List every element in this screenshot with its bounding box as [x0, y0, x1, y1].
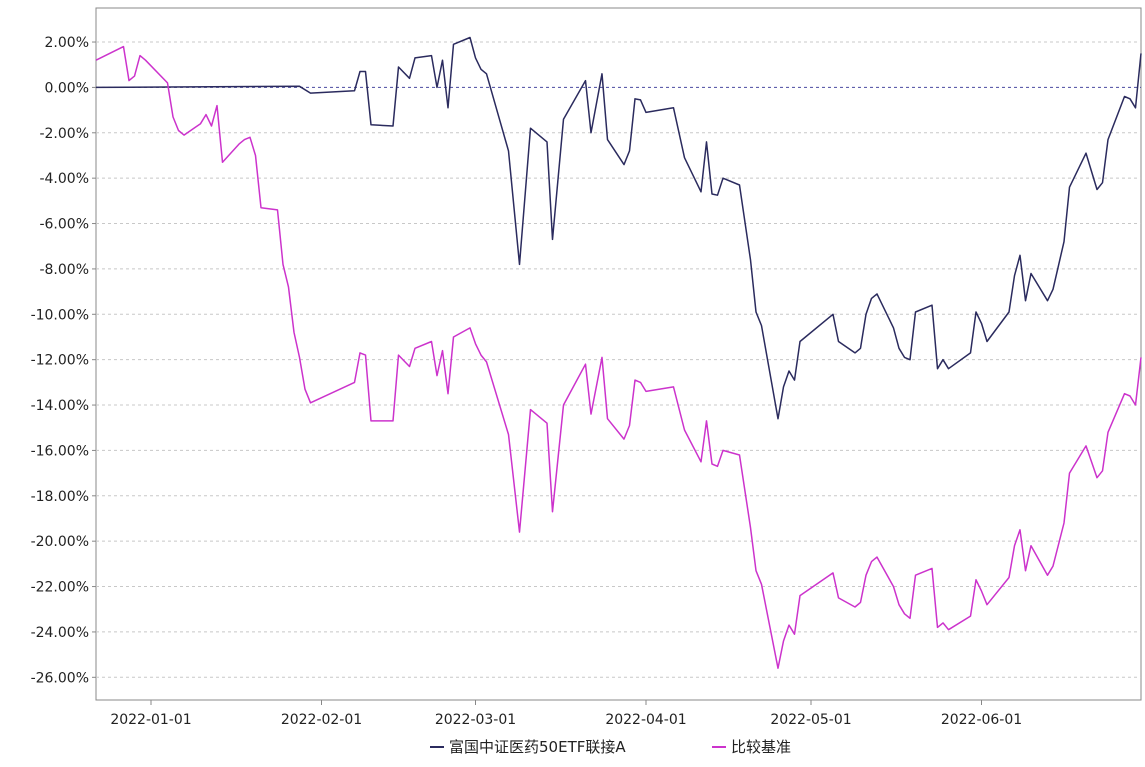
y-tick-label: -4.00%	[39, 171, 89, 187]
legend-label-2: 比较基准	[731, 738, 791, 756]
y-tick-label: -2.00%	[39, 126, 89, 142]
x-tick-label: 2022-01-01	[110, 712, 191, 728]
x-tick-label: 2022-03-01	[435, 712, 516, 728]
y-axis: 2.00% 0.00% -2.00% -4.00% -6.00% -8.00% -10.00…	[31, 35, 96, 686]
y-tick-label: 2.00%	[45, 35, 89, 51]
series-lines	[95, 36, 1142, 669]
plot-frame	[95, 7, 1142, 701]
legend-label-1: 富国中证医药50ETF联接A	[449, 738, 626, 756]
y-tick-label: -14.00%	[31, 398, 89, 414]
series-line-1	[95, 36, 1142, 420]
x-tick-label: 2022-02-01	[281, 712, 362, 728]
y-tick-label: 0.00%	[45, 80, 89, 96]
x-tick-label: 2022-05-01	[770, 712, 851, 728]
y-tick-label: -20.00%	[31, 534, 89, 550]
y-tick-label: -10.00%	[31, 307, 89, 323]
y-tick-label: -12.00%	[31, 353, 89, 369]
y-tick-label: -22.00%	[31, 580, 89, 596]
series-line-2	[95, 45, 1142, 669]
y-tick-label: -6.00%	[39, 217, 89, 233]
y-tick-label: -16.00%	[31, 443, 89, 459]
y-tick-label: -24.00%	[31, 625, 89, 641]
x-tick-label: 2022-04-01	[605, 712, 686, 728]
x-axis: 2022-01-01 2022-02-01 2022-03-01 2022-04-01…	[110, 700, 1022, 728]
y-tick-label: -18.00%	[31, 489, 89, 505]
x-tick-label: 2022-06-01	[941, 712, 1022, 728]
y-tick-label: -26.00%	[31, 670, 89, 686]
y-tick-label: -8.00%	[39, 262, 89, 278]
legend: 富国中证医药50ETF联接A 比较基准	[430, 738, 791, 756]
grid	[96, 41, 1141, 678]
